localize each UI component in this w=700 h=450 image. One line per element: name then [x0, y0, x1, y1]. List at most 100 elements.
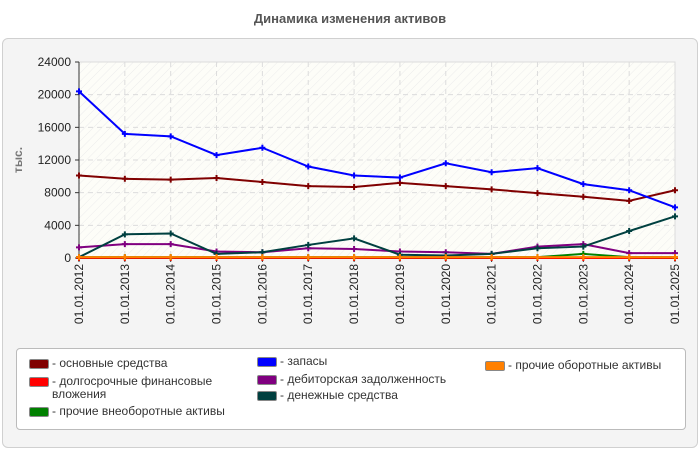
legend-item: - запасы	[257, 355, 327, 368]
data-point	[672, 204, 678, 211]
data-point	[213, 254, 220, 261]
legend-label: - долгосрочные финансовые вложения	[52, 374, 213, 401]
data-point	[580, 243, 587, 250]
y-tick-label: 4000	[44, 218, 71, 232]
data-point	[396, 254, 403, 261]
y-tick-label: 20000	[38, 88, 72, 102]
legend-label: - прочие внеоборотные активы	[52, 404, 225, 418]
x-tick-label: 01.01.2019	[393, 264, 407, 324]
legend-item: - прочие внеоборотные активы	[29, 405, 225, 418]
x-tick-label: 01.01.2020	[439, 264, 453, 324]
legend-item: - прочие оборотные активы	[485, 359, 661, 372]
data-point	[672, 187, 678, 194]
legend-swatch	[257, 375, 277, 385]
x-tick-label: 01.01.2025	[668, 264, 682, 324]
data-point	[76, 88, 82, 95]
legend-swatch	[257, 391, 277, 401]
series-line	[78, 174, 676, 202]
legend-swatch	[29, 407, 49, 417]
line-chart: 0 4000 8000 12000 16000 20000 24000 01.01.2012 0…	[11, 55, 682, 324]
data-point	[76, 172, 82, 179]
y-tick-label: 16000	[38, 120, 72, 134]
legend-item: - основные средства	[29, 357, 167, 370]
data-point	[213, 174, 220, 181]
y-tick-label: 8000	[44, 186, 71, 200]
data-point	[305, 183, 312, 190]
data-point	[442, 254, 449, 261]
data-point	[534, 254, 541, 261]
x-tick-label: 01.01.2023	[576, 264, 590, 324]
data-point	[626, 254, 633, 261]
data-point	[121, 254, 128, 261]
x-tick-label: 01.01.2021	[485, 264, 499, 324]
x-tick-label: 01.01.2014	[164, 264, 178, 324]
data-point	[167, 230, 174, 237]
data-point	[351, 254, 358, 261]
data-point	[534, 245, 541, 252]
x-tick-label: 01.01.2012	[72, 264, 86, 324]
data-point	[259, 254, 266, 261]
legend-label: - основные средства	[52, 356, 168, 370]
data-point	[121, 130, 128, 137]
legend-item: - долгосрочные финансовые вложения	[29, 375, 229, 401]
data-point	[580, 254, 587, 261]
data-point	[121, 175, 128, 182]
legend-swatch	[257, 357, 277, 367]
data-point	[305, 241, 312, 248]
x-tick-label: 01.01.2024	[622, 264, 636, 324]
y-tick-label: 24000	[38, 55, 72, 69]
data-point	[488, 254, 495, 261]
legend-item: - дебиторская задолженность	[257, 373, 446, 386]
data-point	[76, 244, 82, 251]
series-line	[78, 215, 676, 259]
y-tick-label: 12000	[38, 153, 72, 167]
data-point	[442, 160, 449, 167]
data-point	[305, 163, 312, 170]
legend-label: - прочие оборотные активы	[508, 358, 662, 372]
data-point	[167, 254, 174, 261]
y-axis-label: тыс.	[11, 147, 25, 173]
data-point	[534, 165, 541, 172]
x-tick-label: 01.01.2015	[210, 264, 224, 324]
data-point	[351, 172, 358, 179]
data-point	[580, 193, 587, 200]
data-point	[672, 213, 678, 220]
x-tick-label: 01.01.2018	[347, 264, 361, 324]
legend-swatch	[29, 359, 49, 369]
data-point	[396, 179, 403, 186]
data-point	[167, 176, 174, 183]
legend-label: - запасы	[280, 354, 328, 368]
data-point	[167, 133, 174, 140]
legend: - основные средства - долгосрочные финанс…	[16, 348, 686, 430]
data-point	[351, 235, 358, 242]
data-point	[626, 228, 633, 235]
x-tick-label: 01.01.2016	[255, 264, 269, 324]
legend-item: - денежные средства	[257, 389, 398, 402]
data-point	[626, 187, 633, 194]
data-point	[305, 254, 312, 261]
x-tick-label: 01.01.2017	[301, 264, 315, 324]
x-tick-label: 01.01.2022	[530, 264, 544, 324]
legend-swatch	[485, 361, 505, 371]
data-point	[672, 254, 678, 261]
data-point	[442, 183, 449, 190]
x-tick-label: 01.01.2013	[118, 264, 132, 324]
data-point	[259, 144, 266, 151]
data-point	[76, 254, 82, 261]
legend-label: - дебиторская задолженность	[280, 372, 447, 386]
y-tick-label: 0	[64, 251, 71, 265]
data-point	[580, 181, 587, 188]
series-line	[78, 90, 676, 209]
data-point	[626, 197, 633, 204]
data-point	[488, 169, 495, 176]
data-point	[534, 190, 541, 197]
data-point	[351, 183, 358, 190]
data-point	[121, 241, 128, 248]
data-point	[213, 152, 220, 159]
chart-title: Динамика изменения активов	[253, 11, 447, 26]
series-line	[78, 243, 675, 255]
data-point	[396, 174, 403, 181]
data-point	[488, 186, 495, 193]
legend-swatch	[29, 377, 49, 387]
legend-label: - денежные средства	[280, 388, 398, 402]
